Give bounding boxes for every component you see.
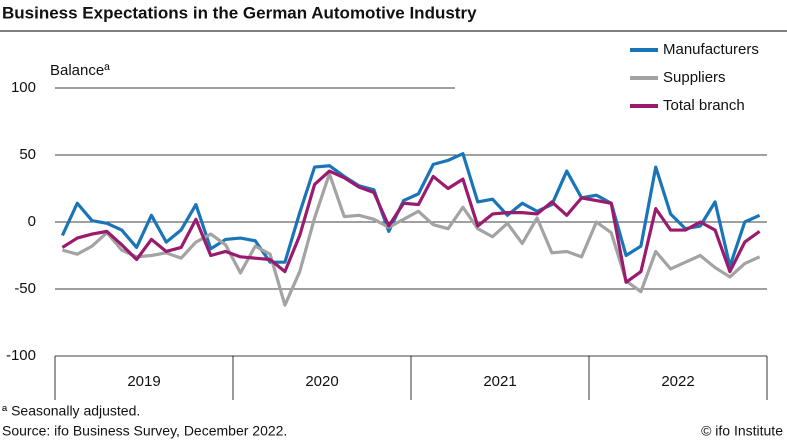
source: Source: ifo Business Survey, December 20… [2,423,287,439]
y-tick-label: 50 [19,146,36,163]
series-line [60,152,761,268]
y-tick-label: 100 [11,79,36,96]
series-line [61,169,761,284]
series-line [61,172,761,307]
credit: © ifo Institute [701,423,783,439]
legend-label: Total branch [663,97,745,114]
chart-title: Business Expectations in the German Auto… [2,3,477,22]
footnote: ª Seasonally adjusted. [2,403,140,419]
legend-label: Suppliers [663,69,726,86]
y-tick-label: 0 [28,213,36,230]
x-tick-label: 2022 [661,373,694,390]
x-tick-label: 2019 [127,373,160,390]
legend-label: Manufacturers [663,41,759,58]
x-tick-label: 2021 [483,373,516,390]
y-axis-label: Balanceª [50,62,110,79]
y-tick-label: -100 [6,347,36,364]
y-tick-label: -50 [14,280,36,297]
x-tick-label: 2020 [305,373,338,390]
